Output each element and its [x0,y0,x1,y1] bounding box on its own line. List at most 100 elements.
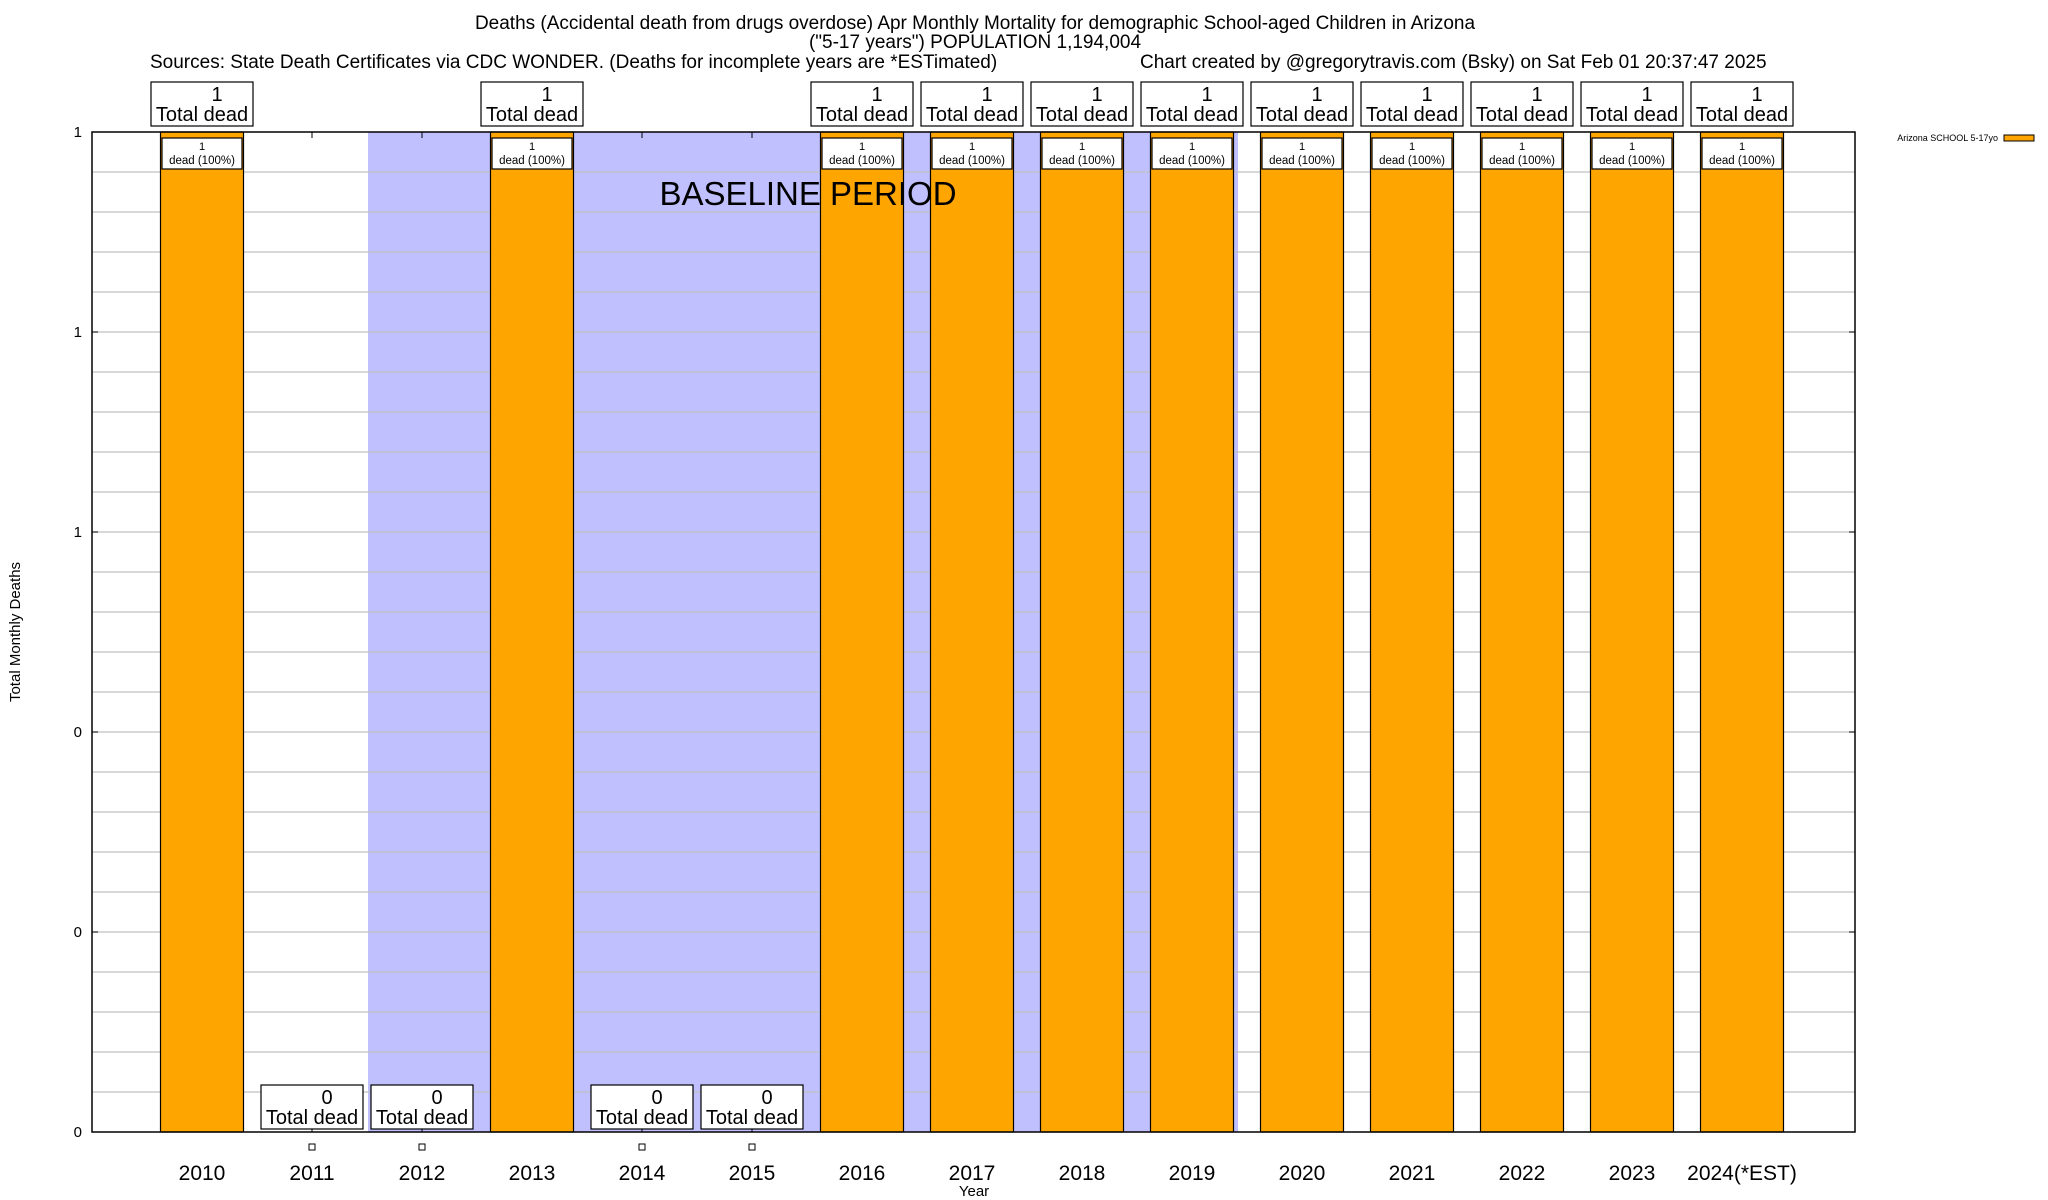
total-label-value: 1 [1421,84,1432,106]
bar-inner-label-text: dead (100%) [169,155,235,167]
x-tick-label: 2020 [1279,1162,1326,1185]
bar-inner-label-value: 1 [1519,141,1525,153]
bar-inner-label-text: dead (100%) [829,155,895,167]
total-label-box [920,81,1024,127]
x-axis-title: Year [959,1183,989,1200]
bar [929,131,1015,1133]
zero-bar-marker [748,1143,756,1151]
bar-inner-label-box [1151,137,1233,170]
bar [1369,131,1455,1133]
bar [1699,131,1785,1133]
x-tick-label: 2014 [619,1162,666,1185]
total-label-box [150,81,254,127]
total-label-value: 1 [1201,84,1212,106]
bar-inner-label-text: dead (100%) [1159,155,1225,167]
bar-inner-label-box [931,137,1013,170]
x-tick-label: 2021 [1389,1162,1436,1185]
sources-note: Sources: State Death Certificates via CD… [150,52,998,73]
bar-inner-label-text: dead (100%) [1049,155,1115,167]
total-label-text: Total dead [1366,104,1458,126]
x-tick-label: 2017 [949,1162,996,1185]
total-label-value: 1 [1531,84,1542,106]
total-label-box [1470,81,1574,127]
legend: Arizona SCHOOL 5-17yo [1897,133,2035,143]
credit-note: Chart created by @gregorytravis.com (Bsk… [1140,52,1767,73]
bar-inner-label-value: 1 [1079,141,1085,153]
total-label-text: Total dead [1256,104,1348,126]
bar [1149,131,1235,1133]
bar-inner-label-box [1371,137,1453,170]
total-label-value: 0 [761,1087,772,1109]
y-tick-label: 0 [74,924,82,941]
total-label-box [590,1084,694,1130]
total-label-value: 1 [871,84,882,106]
bar-inner-label-value: 1 [1299,141,1305,153]
x-tick-label: 2022 [1499,1162,1546,1185]
total-label-box [1250,81,1354,127]
total-label-box [700,1084,804,1130]
baseline-period-label: BASELINE PERIOD [659,175,956,212]
y-tick-label: 1 [74,324,82,341]
y-tick-label: 1 [74,124,82,141]
bar [1039,131,1125,1133]
bar-inner-label-value: 1 [199,141,205,153]
total-label-box [1690,81,1794,127]
bar-inner-label-box [1701,137,1783,170]
chart-title-line1: Deaths (Accidental death from drugs over… [474,13,1476,34]
bar-inner-label-box [491,137,573,170]
total-label-value: 1 [1641,84,1652,106]
total-label-text: Total dead [596,1107,688,1129]
total-label-text: Total dead [376,1107,468,1129]
bar [1259,131,1345,1133]
total-label-text: Total dead [816,104,908,126]
total-label-text: Total dead [156,104,248,126]
bar-inner-label-value: 1 [1629,141,1635,153]
total-label-value: 1 [1091,84,1102,106]
total-label-text: Total dead [266,1107,358,1129]
bar-inner-label-value: 1 [969,141,975,153]
bar [489,131,575,1133]
x-tick-label: 2018 [1059,1162,1106,1185]
x-tick-label: 2016 [839,1162,886,1185]
total-label-value: 0 [321,1087,332,1109]
x-tick-label: 2010 [179,1162,226,1185]
total-label-box [370,1084,474,1130]
bar-inner-label-text: dead (100%) [1709,155,1775,167]
legend-label: Arizona SCHOOL 5-17yo [1897,133,1998,143]
annotations: BASELINE PERIOD [659,175,956,212]
x-axis: 2010 2011 2012 2013 2014 2015 2016 2017 2018 2019… [179,1162,1797,1185]
x-tick-label: 2019 [1169,1162,1216,1185]
zero-bar-marker [308,1143,316,1151]
total-label-text: Total dead [1696,104,1788,126]
total-label-value: 1 [1311,84,1322,106]
bar [159,131,245,1133]
legend-swatch [2003,134,2035,142]
bar-inner-label-box [1041,137,1123,170]
total-label-text: Total dead [1036,104,1128,126]
total-label-text: Total dead [706,1107,798,1129]
total-label-box [1580,81,1684,127]
bar [1479,131,1565,1133]
plot-frame [91,131,1856,1133]
bar-inner-label-text: dead (100%) [939,155,1005,167]
total-label-text: Total dead [1476,104,1568,126]
x-tick-label: 2013 [509,1162,556,1185]
bar [819,131,905,1133]
y-axis: 0 0 0 1 1 1 [74,124,1855,1141]
total-label-value: 1 [541,84,552,106]
total-label-text: Total dead [1146,104,1238,126]
total-label-value: 1 [981,84,992,106]
total-label-box [260,1084,364,1130]
x-tick-label: 2024(*EST) [1687,1162,1797,1185]
bar-inner-label-box [161,137,243,170]
x-tick-label: 2015 [729,1162,776,1185]
x-tick-label: 2012 [399,1162,446,1185]
bar-inner-label-box [1261,137,1343,170]
total-label-text: Total dead [1586,104,1678,126]
total-label-value: 1 [211,84,222,106]
total-label-value: 0 [651,1087,662,1109]
bar-inner-label-text: dead (100%) [1599,155,1665,167]
bar-inner-label-value: 1 [859,141,865,153]
total-label-value: 0 [431,1087,442,1109]
